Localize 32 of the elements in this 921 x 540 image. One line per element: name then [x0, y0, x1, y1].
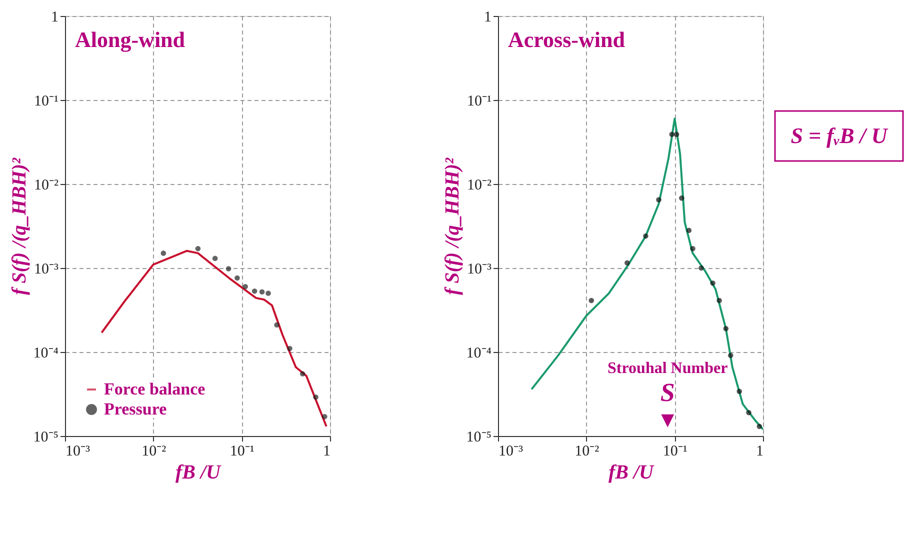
y-tick-label: 10⁻² [34, 178, 59, 194]
y-tick-label: 10⁻⁵ [466, 430, 492, 446]
text: Along-wind [75, 27, 186, 52]
x-tick-label: 1 [323, 444, 330, 460]
y-tick-label: 10⁻¹ [34, 94, 58, 110]
y-tick-label: 1 [51, 10, 58, 26]
y-tick-label: 10⁻⁵ [33, 430, 58, 446]
x-tick-label: 10⁻² [574, 444, 600, 460]
x-tick-label: 10⁻¹ [230, 444, 254, 460]
legend-label: Pressure [104, 400, 168, 418]
y-tick-label: 1 [484, 10, 492, 26]
x-tick-label: 10⁻² [142, 444, 167, 460]
x-axis-title: fB /U [608, 462, 656, 484]
x-axis-title: fB /U [176, 462, 222, 484]
legend-label: Force balance [104, 380, 206, 398]
text: Across-wind [508, 27, 625, 52]
annotation: Strouhal Number [608, 360, 728, 377]
annotation: S [660, 378, 675, 407]
y-tick-label: 10⁻² [467, 178, 492, 194]
y-tick-label: 10⁻¹ [467, 94, 492, 110]
y-tick-label: 10⁻³ [34, 262, 59, 278]
y-axis-title: f S(f) /(q_HBH)² [441, 156, 464, 296]
x-tick-label: 10⁻¹ [662, 444, 688, 460]
text: S = fᵥB / U [790, 123, 888, 148]
y-tick-label: 10⁻⁴ [466, 346, 492, 362]
x-tick-label: 10⁻³ [66, 444, 90, 460]
x-tick-label: 1 [756, 444, 764, 460]
y-tick-label: 10⁻³ [467, 262, 492, 278]
annotation: ▼ [656, 407, 678, 432]
x-tick-label: 10⁻³ [498, 444, 524, 460]
y-tick-label: 10⁻⁴ [33, 346, 58, 362]
y-axis-title: f S(f) /(q_HBH)² [8, 156, 30, 296]
